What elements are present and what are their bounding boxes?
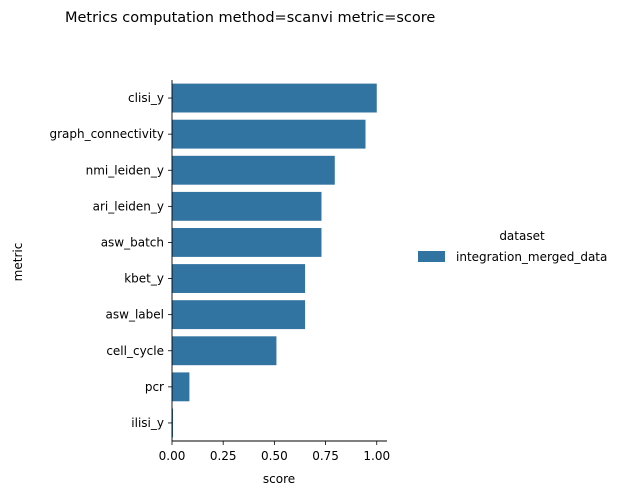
y-tick-label-asw_label: asw_label: [106, 308, 164, 322]
legend: dataset integration_merged_data: [418, 229, 607, 264]
x-tick-label: 0.00: [159, 449, 186, 463]
y-tick-label-asw_batch: asw_batch: [101, 235, 164, 249]
y-tick-label-ilisi_y: ilisi_y: [131, 416, 164, 430]
bar-kbet_y: [172, 264, 306, 293]
bars-group: [172, 83, 377, 438]
bar-asw_batch: [172, 228, 322, 257]
x-axis: 0.00 0.25 0.50 0.75 1.00: [159, 440, 390, 463]
y-tick-label-cell_cycle: cell_cycle: [106, 344, 164, 358]
legend-entry-label: integration_merged_data: [456, 250, 607, 264]
bar-asw_label: [172, 300, 306, 330]
bar-cell_cycle: [172, 336, 277, 366]
y-axis-label: metric: [11, 243, 25, 282]
y-tick-label-clisi_y: clisi_y: [128, 91, 164, 105]
bar-nmi_leiden_y: [172, 155, 335, 185]
x-tick-label: 0.75: [312, 449, 339, 463]
y-tick-label-pcr: pcr: [145, 380, 164, 394]
bar-ari_leiden_y: [172, 191, 322, 221]
y-axis: clisi_y graph_connectivity nmi_leiden_yari…: [49, 80, 173, 441]
y-tick-label-graph_connectivity: graph_connectivity: [49, 127, 164, 141]
y-tick-label-nmi_leiden_y: nmi_leiden_y: [86, 163, 164, 177]
y-tick-label-ari_leiden_y: ari_leiden_y: [93, 199, 164, 213]
y-tick-label-kbet_y: kbet_y: [124, 272, 164, 286]
bar-clisi_y: [172, 83, 377, 113]
bar-pcr: [172, 372, 190, 402]
bar-ilisi_y: [172, 408, 174, 438]
legend-title: dataset: [499, 229, 545, 243]
bar-graph_connectivity: [172, 119, 366, 149]
x-tick-label: 1.00: [363, 449, 390, 463]
x-tick-label: 0.25: [210, 449, 237, 463]
legend-swatch: [418, 251, 445, 262]
x-tick-label: 0.50: [261, 449, 288, 463]
x-axis-label: score: [263, 472, 295, 486]
chart-title: Metrics computation method=scanvi metric…: [65, 10, 435, 26]
